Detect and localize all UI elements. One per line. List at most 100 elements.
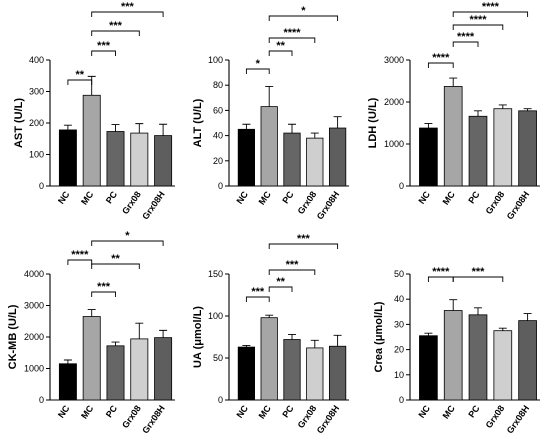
y-axis-label: AST (U/L) xyxy=(13,98,25,148)
significance-bracket xyxy=(67,79,93,85)
error-bar-Grx08H xyxy=(523,108,532,111)
y-tick-label: 3000 xyxy=(384,55,404,65)
significance-bracket xyxy=(268,50,293,56)
bar-PC xyxy=(106,345,125,401)
category-label-Grx08: Grx08 xyxy=(296,403,319,430)
significance-bracket xyxy=(245,296,270,302)
y-tick-label: 4000 xyxy=(24,269,44,279)
category-label-PC: PC xyxy=(466,189,482,205)
category-label-Grx08: Grx08 xyxy=(120,189,143,216)
error-bar-NC xyxy=(242,123,251,130)
bar-Grx08 xyxy=(130,132,149,187)
chart-panel-3: 0 1000 2000 3000 4000 CK-MB (U/L) NC MC PC Grx08G… xyxy=(7,230,175,435)
category-label-PC: PC xyxy=(280,189,296,205)
significance-bracket xyxy=(91,30,140,36)
y-tick-label: 400 xyxy=(29,55,44,65)
bar-NC xyxy=(237,128,256,187)
category-label-Grx08: Grx08 xyxy=(296,189,319,216)
significance-bracket xyxy=(91,240,164,246)
y-tick-label: 10 xyxy=(394,370,404,380)
y-tick-label: 100 xyxy=(29,150,44,160)
error-bar-Grx08 xyxy=(135,123,144,134)
bar-MC xyxy=(260,317,278,401)
y-tick-label: 2000 xyxy=(384,97,404,107)
chart-panel-5: 0 10 20 30 40 50 Crea (μmol/L) NC MC PC Grx08Grx08… xyxy=(373,266,540,435)
y-tick-label: 200 xyxy=(29,118,44,128)
bar-Grx08 xyxy=(493,330,513,401)
error-bar-NC xyxy=(242,344,251,348)
category-label-PC: PC xyxy=(104,189,120,205)
category-label-Grx08H: Grx08H xyxy=(140,189,167,221)
significance-bracket xyxy=(91,291,116,297)
y-tick-label: 1000 xyxy=(384,139,404,149)
significance-label: **** xyxy=(457,31,475,43)
category-label-Grx08: Grx08 xyxy=(484,403,507,430)
bar-MC xyxy=(443,86,463,187)
category-label-NC: NC xyxy=(56,403,72,420)
y-axis-label: ALT (U/L) xyxy=(192,98,204,147)
y-tick-label: 30 xyxy=(394,319,404,329)
significance-bracket xyxy=(91,263,140,269)
significance-label: *** xyxy=(251,286,265,298)
significance-label: ** xyxy=(276,40,285,52)
category-label-NC: NC xyxy=(56,189,72,206)
significance-label: **** xyxy=(482,1,500,13)
category-label-Grx08H: Grx08H xyxy=(140,403,167,435)
category-label-NC: NC xyxy=(416,189,432,206)
bar-NC xyxy=(58,363,77,401)
error-bar-Grx08 xyxy=(498,104,507,109)
error-bar-NC xyxy=(63,124,72,130)
significance-bracket xyxy=(427,62,454,68)
bar-Grx08H xyxy=(154,337,173,401)
error-bar-Grx08H xyxy=(333,116,342,129)
significance-label: ** xyxy=(276,276,285,288)
error-bar-MC xyxy=(265,314,274,318)
error-bar-NC xyxy=(63,359,72,364)
bar-Grx08H xyxy=(328,127,347,187)
significance-bracket xyxy=(91,50,116,56)
significance-bracket xyxy=(245,68,270,74)
y-tick-label: 0 xyxy=(399,395,404,405)
significance-label: *** xyxy=(109,20,123,32)
bar-NC xyxy=(419,335,438,401)
y-tick-label: 150 xyxy=(208,269,223,279)
error-bar-PC xyxy=(288,123,296,134)
significance-bracket xyxy=(67,259,93,265)
bar-NC xyxy=(58,129,77,187)
significance-label: *** xyxy=(297,233,311,245)
bar-NC xyxy=(237,346,256,401)
y-tick-label: 0 xyxy=(39,181,44,191)
bar-Grx08H xyxy=(518,320,537,401)
bar-MC xyxy=(82,316,101,401)
category-label-MC: MC xyxy=(79,403,96,421)
error-bar-PC xyxy=(474,110,482,117)
bar-MC xyxy=(260,106,278,187)
error-bar-MC xyxy=(265,86,274,107)
y-tick-label: 1000 xyxy=(24,364,44,374)
significance-bracket xyxy=(452,11,529,17)
bar-PC xyxy=(468,115,488,187)
y-tick-label: 40 xyxy=(394,294,404,304)
significance-label: * xyxy=(301,5,306,17)
bar-PC xyxy=(283,339,301,401)
significance-label: *** xyxy=(121,1,135,13)
category-label-Grx08H: Grx08H xyxy=(505,189,532,221)
y-tick-label: 100 xyxy=(208,55,223,65)
bar-MC xyxy=(82,94,101,187)
y-tick-label: 40 xyxy=(213,131,223,141)
error-bar-MC xyxy=(449,77,458,87)
significance-label: **** xyxy=(432,266,450,278)
significance-bracket xyxy=(268,15,339,21)
bar-Grx08H xyxy=(328,345,347,401)
category-label-Grx08: Grx08 xyxy=(484,189,507,216)
bar-Grx08 xyxy=(130,338,149,401)
error-bar-MC xyxy=(449,299,458,311)
error-bar-Grx08 xyxy=(135,322,144,339)
error-bar-Grx08H xyxy=(159,329,168,338)
error-bar-NC xyxy=(424,122,433,129)
bar-Grx08H xyxy=(154,135,173,187)
error-bar-Grx08 xyxy=(310,339,319,348)
